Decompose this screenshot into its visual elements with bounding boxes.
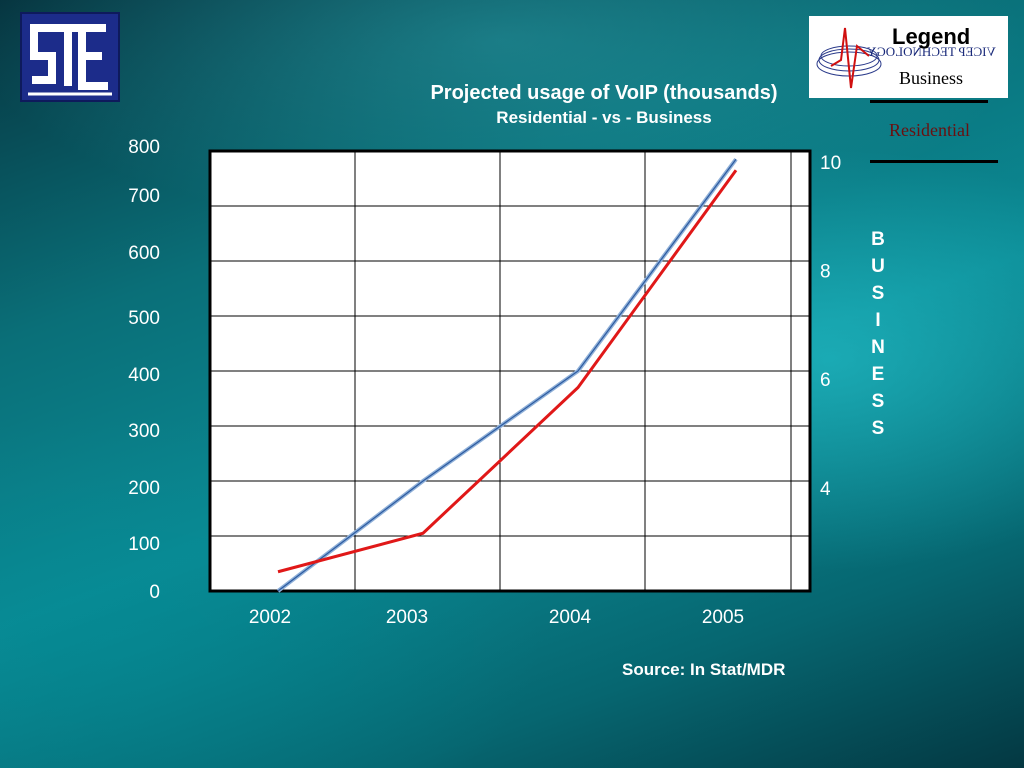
right-axis-label-letter: B: [871, 229, 885, 250]
chart-source: Source: In Stat/MDR: [622, 660, 786, 679]
series-line-business-core: [277, 158, 737, 592]
plot-frame: [208, 149, 812, 593]
ste-logo: [20, 12, 120, 102]
right-axis-label-letter: U: [871, 256, 885, 277]
y-right-tick-label: 10: [820, 153, 841, 174]
y-right-tick-label: 6: [820, 370, 831, 391]
partner-logo: VICEP TECHNOLOGY: [809, 16, 1008, 98]
partner-logo-mark: [816, 27, 882, 89]
legend-business-swatch: [870, 100, 988, 103]
y-left-tick-label: 100: [128, 534, 160, 555]
x-tick-label: 2004: [549, 607, 592, 628]
y-left-tick-label: 500: [128, 308, 160, 329]
y-right-tick-label: 4: [820, 479, 831, 500]
series-line-residential: [277, 169, 738, 574]
ste-logo-mark: [28, 24, 112, 96]
legend-residential-label: Residential: [889, 120, 970, 140]
right-axis-label: B U S I N E S S: [866, 226, 890, 442]
right-axis-label-letter: N: [871, 337, 885, 358]
y-left-tick-label: 700: [128, 186, 160, 207]
legend-business-label: Business: [899, 68, 964, 88]
chart-title: Projected usage of VoIP (thousands): [430, 82, 778, 104]
right-axis-label-letter: E: [871, 364, 885, 385]
legend-residential-swatch: [870, 160, 998, 163]
right-axis-label-letter: S: [871, 283, 885, 304]
y-left-tick-label: 600: [128, 243, 160, 264]
legend-title: Legend: [892, 24, 971, 49]
y-left-tick-label: 800: [128, 137, 160, 158]
y-left-tick-label: 400: [128, 365, 160, 386]
y-left-tick-label: 300: [128, 421, 160, 442]
y-left-tick-label: 200: [128, 478, 160, 499]
x-tick-label: 2003: [386, 607, 428, 628]
y-right-tick-label: 8: [820, 262, 831, 283]
right-axis-label-letter: S: [871, 418, 885, 439]
right-axis-label-letter: S: [871, 391, 885, 412]
right-axis-label-letter: I: [875, 310, 881, 331]
x-tick-label: 2005: [702, 607, 744, 628]
chart-subtitle: Residential - vs - Business: [496, 108, 712, 127]
x-tick-label: 2002: [249, 607, 291, 628]
y-left-tick-label: 0: [149, 582, 160, 603]
